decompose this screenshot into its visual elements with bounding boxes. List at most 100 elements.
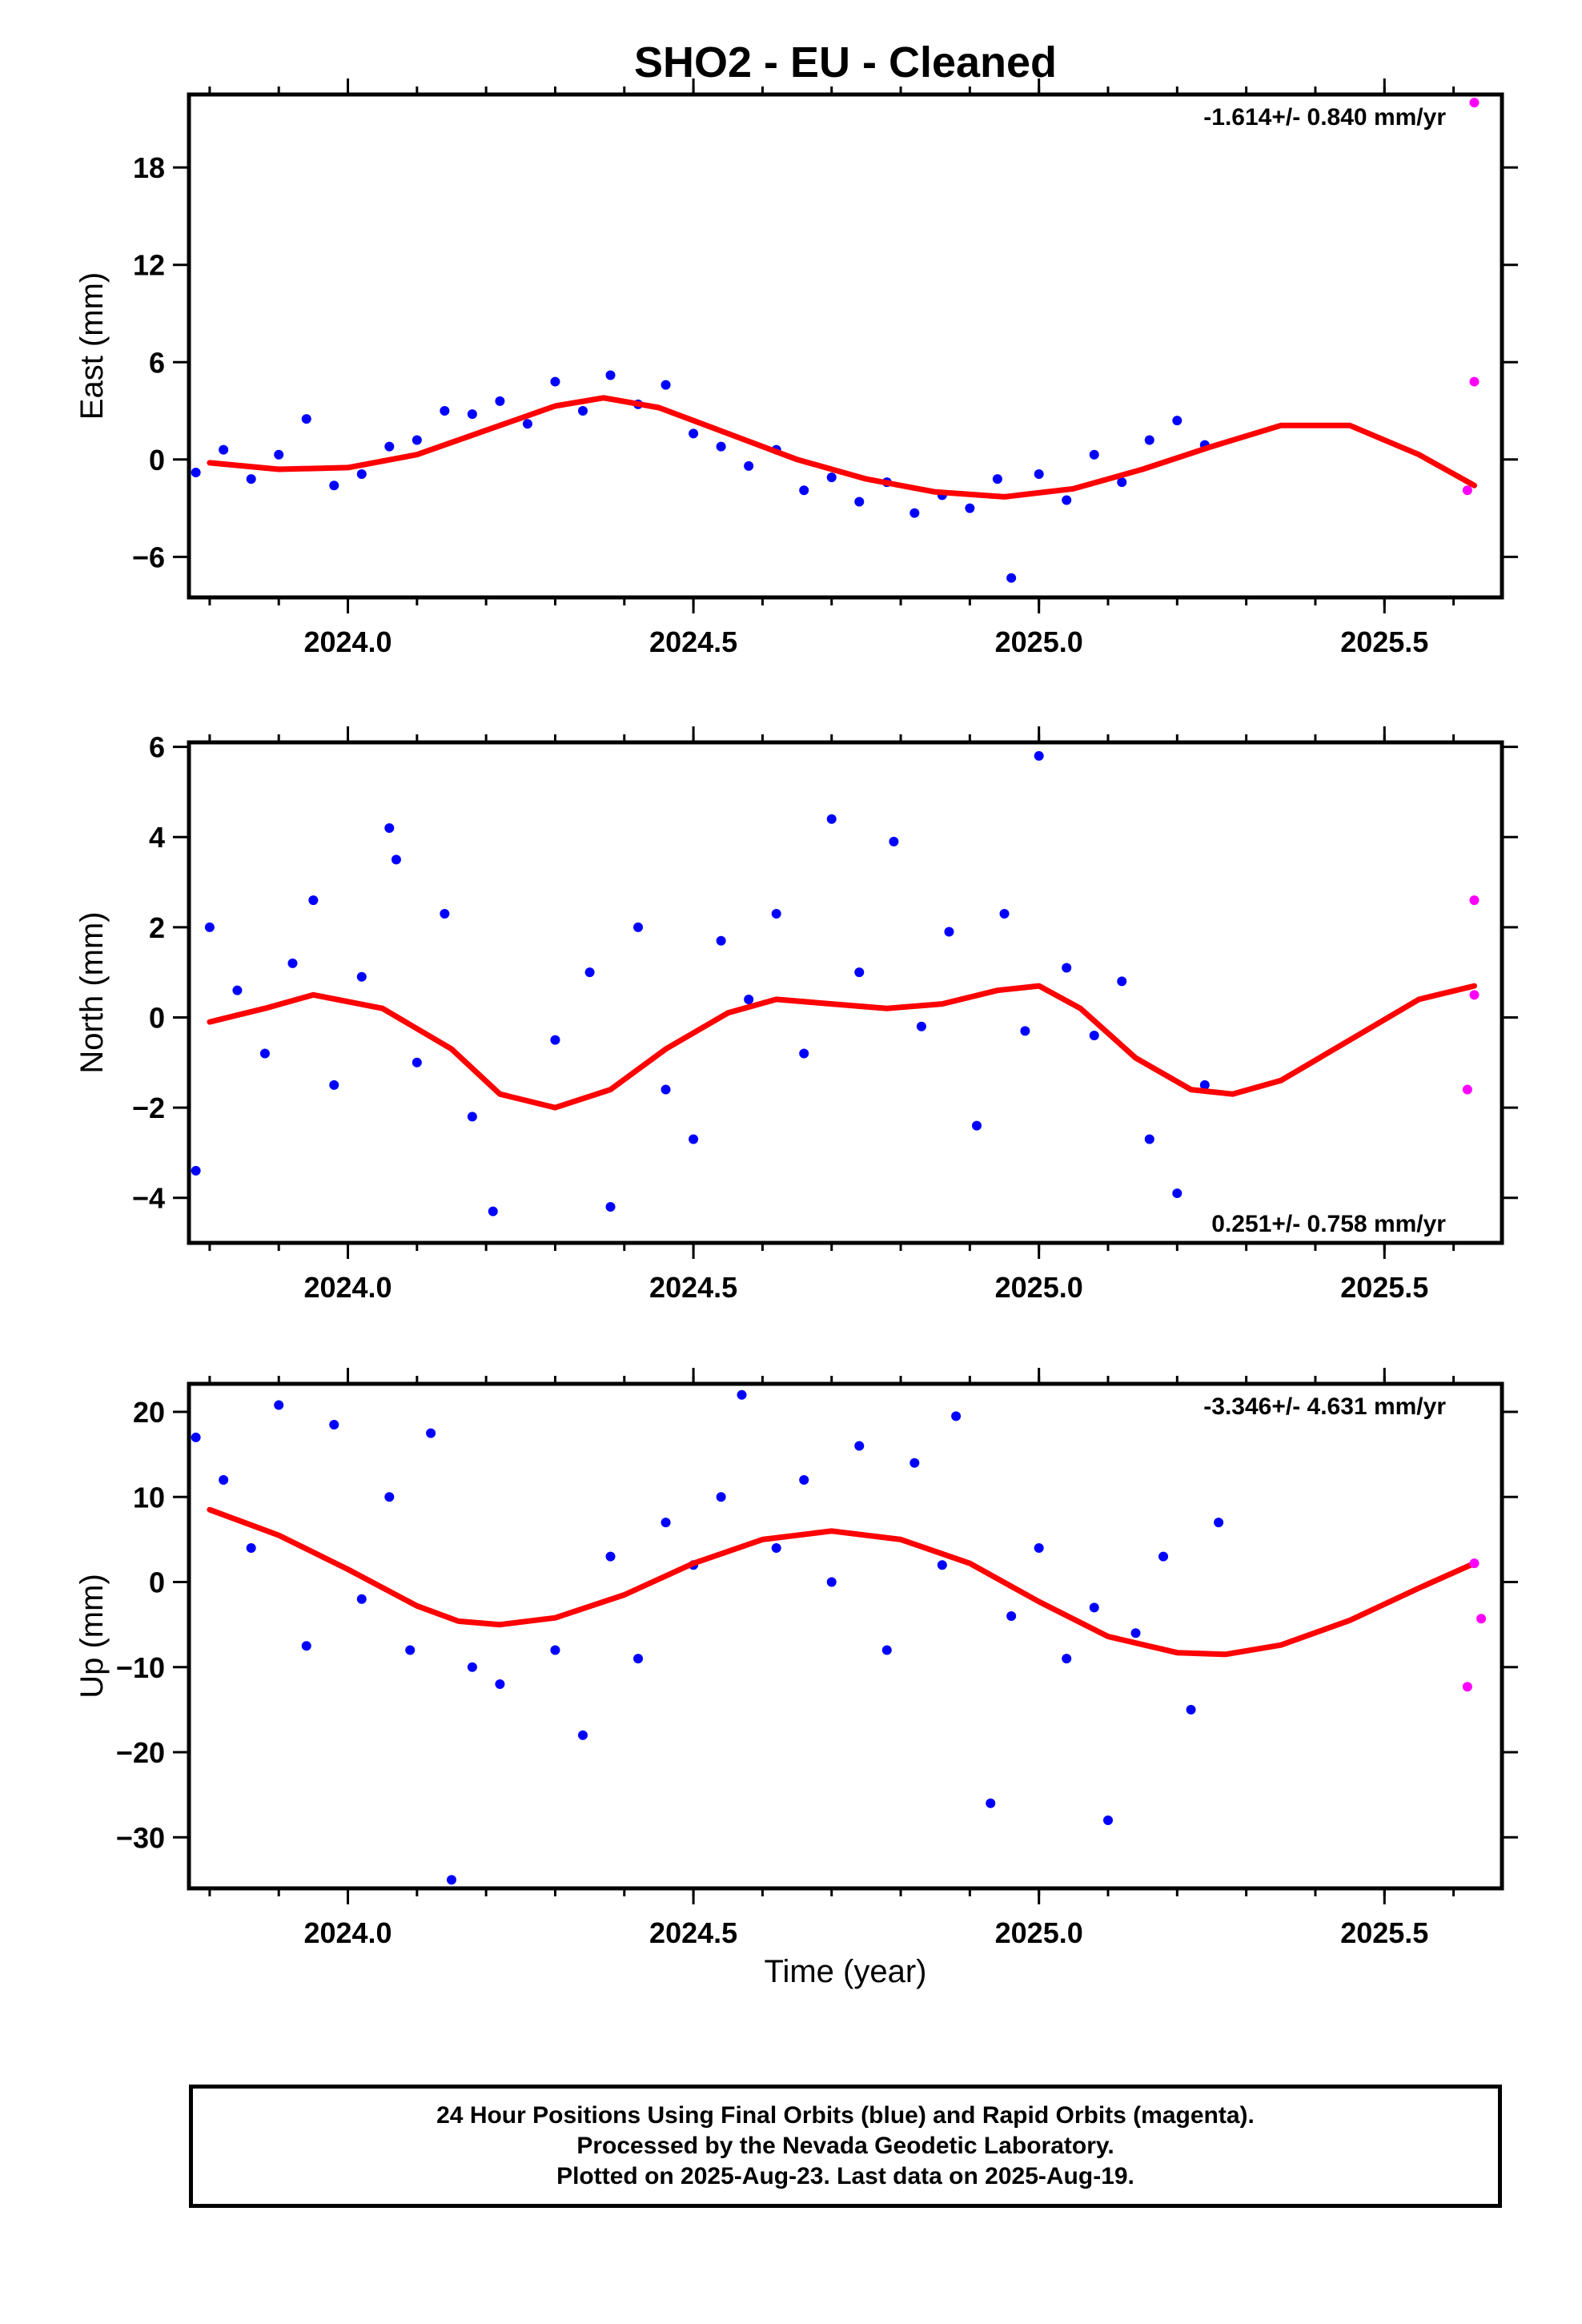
- final-orbit-point: [1172, 1188, 1182, 1199]
- final-orbit-point: [689, 1134, 699, 1144]
- x-axis-label: Time (year): [765, 1954, 927, 1989]
- final-orbit-point: [391, 854, 401, 865]
- final-orbit-point: [1186, 1704, 1196, 1715]
- y-tick-label: 20: [133, 1396, 165, 1429]
- final-orbit-point: [550, 1035, 560, 1045]
- y-tick-label: 2: [149, 911, 165, 944]
- final-orbit-point: [744, 994, 754, 1004]
- final-orbit-point: [1214, 1518, 1224, 1528]
- final-orbit-point: [799, 1048, 809, 1059]
- final-orbit-point: [384, 441, 395, 452]
- final-orbit-point: [1144, 1134, 1154, 1144]
- x-tick-label: 2024.0: [303, 1271, 391, 1304]
- rapid-orbit-point: [1462, 485, 1472, 496]
- final-orbit-point: [447, 1875, 456, 1885]
- final-orbit-point: [232, 985, 243, 995]
- final-orbit-point: [329, 480, 339, 491]
- x-tick-label: 2025.0: [995, 625, 1083, 658]
- x-tick-label: 2024.0: [303, 1916, 391, 1949]
- final-orbit-point: [467, 1112, 477, 1122]
- footer-line-3: Plotted on 2025-Aug-23. Last data on 202…: [556, 2163, 1134, 2189]
- final-orbit-point: [301, 1641, 311, 1651]
- y-tick-label: 6: [149, 731, 165, 764]
- final-orbit-point: [881, 1645, 892, 1655]
- final-orbit-point: [1062, 963, 1072, 973]
- final-orbit-point: [937, 1560, 947, 1570]
- y-tick-label: 0: [149, 1566, 165, 1599]
- x-tick-label: 2024.5: [649, 1916, 737, 1949]
- final-orbit-point: [405, 1645, 416, 1655]
- final-orbit-point: [1034, 1543, 1044, 1554]
- final-orbit-point: [944, 927, 954, 937]
- final-orbit-point: [992, 474, 1002, 485]
- plot-frame-north: [187, 740, 1504, 1245]
- final-orbit-point: [951, 1411, 962, 1421]
- final-orbit-point: [744, 460, 754, 471]
- panel-north: 2024.0 2024.5 2025.0 2025.5 −4 −2 0 2 4 6 North (m…: [74, 726, 1518, 1304]
- final-orbit-point: [1199, 1080, 1210, 1090]
- plot-frame-up: [187, 1381, 1504, 1891]
- x-tick-label: 2025.5: [1340, 1916, 1428, 1949]
- final-orbit-point: [274, 1400, 284, 1410]
- fit-curve-north: [207, 983, 1477, 1111]
- y-axis-label-east: East (mm): [74, 272, 110, 420]
- final-orbit-point: [799, 485, 809, 496]
- y-tick-label: −20: [116, 1736, 165, 1769]
- final-orbit-point: [440, 406, 450, 416]
- final-orbit-point: [219, 1475, 229, 1486]
- x-tick-label: 2025.5: [1340, 625, 1428, 658]
- final-orbit-point: [191, 1165, 201, 1176]
- final-orbit-point: [1117, 976, 1127, 987]
- final-orbit-point: [578, 406, 588, 416]
- final-orbit-point: [550, 376, 560, 387]
- final-orbit-point: [467, 409, 477, 420]
- y-axis-label-north: North (mm): [74, 911, 110, 1073]
- rapid-orbit-point: [1469, 1558, 1480, 1569]
- y-tick-label: 12: [133, 249, 165, 282]
- final-orbit-point: [605, 370, 616, 380]
- final-orbit-point: [771, 908, 781, 919]
- velocity-label-east: -1.614+/- 0.840 mm/yr: [1203, 104, 1446, 131]
- y-tick-label: 4: [149, 821, 165, 854]
- fit-curve-east: [207, 395, 1477, 500]
- final-orbit-point: [1006, 573, 1017, 583]
- footer-line-1: 24 Hour Positions Using Final Orbits (bl…: [436, 2102, 1255, 2129]
- final-orbit-point: [716, 441, 726, 452]
- velocity-label-up: -3.346+/- 4.631 mm/yr: [1203, 1393, 1446, 1420]
- final-orbit-point: [191, 1432, 201, 1442]
- final-orbit-point: [909, 508, 920, 518]
- final-orbit-point: [826, 814, 837, 824]
- final-orbit-point: [356, 971, 367, 982]
- final-orbit-point: [716, 935, 726, 946]
- final-orbit-point: [854, 967, 865, 978]
- final-orbit-point: [771, 1543, 781, 1554]
- final-orbit-point: [986, 1798, 996, 1808]
- final-orbit-point: [909, 1458, 920, 1468]
- x-tick-label: 2025.5: [1340, 1271, 1428, 1304]
- final-orbit-point: [246, 474, 256, 485]
- final-orbit-point: [633, 922, 644, 932]
- rapid-orbit-point: [1462, 1682, 1472, 1692]
- final-orbit-point: [854, 497, 865, 507]
- final-orbit-point: [972, 1120, 982, 1131]
- footer-line-2: Processed by the Nevada Geodetic Laborat…: [576, 2133, 1114, 2159]
- final-orbit-point: [1034, 750, 1044, 761]
- final-orbit-point: [412, 1057, 422, 1068]
- final-orbit-point: [999, 908, 1010, 919]
- rapid-orbit-point: [1469, 376, 1480, 387]
- final-orbit-point: [329, 1419, 339, 1429]
- y-tick-label: 6: [149, 346, 165, 379]
- final-orbit-point: [1034, 469, 1044, 480]
- final-orbit-point: [488, 1206, 498, 1216]
- final-orbit-point: [259, 1048, 270, 1059]
- plot-frame-east: [187, 92, 1504, 600]
- y-tick-label: −6: [132, 541, 165, 573]
- rapid-orbit-point: [1469, 98, 1480, 108]
- final-orbit-point: [1089, 1602, 1099, 1613]
- footer-note-box: 24 Hour Positions Using Final Orbits (bl…: [189, 2085, 1502, 2208]
- final-orbit-point: [301, 414, 311, 424]
- y-tick-label: −4: [132, 1182, 165, 1215]
- final-orbit-point: [384, 1492, 395, 1502]
- x-tick-label: 2024.5: [649, 1271, 737, 1304]
